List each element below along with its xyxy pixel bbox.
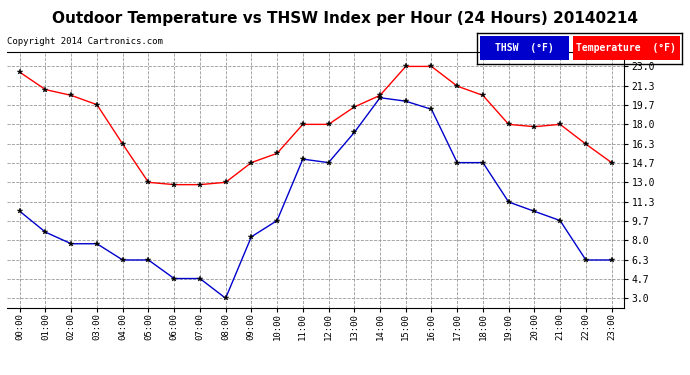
Text: Outdoor Temperature vs THSW Index per Hour (24 Hours) 20140214: Outdoor Temperature vs THSW Index per Ho… (52, 11, 638, 26)
Text: Copyright 2014 Cartronics.com: Copyright 2014 Cartronics.com (7, 38, 163, 46)
Text: Temperature  (°F): Temperature (°F) (576, 43, 676, 53)
Text: THSW  (°F): THSW (°F) (495, 43, 554, 53)
